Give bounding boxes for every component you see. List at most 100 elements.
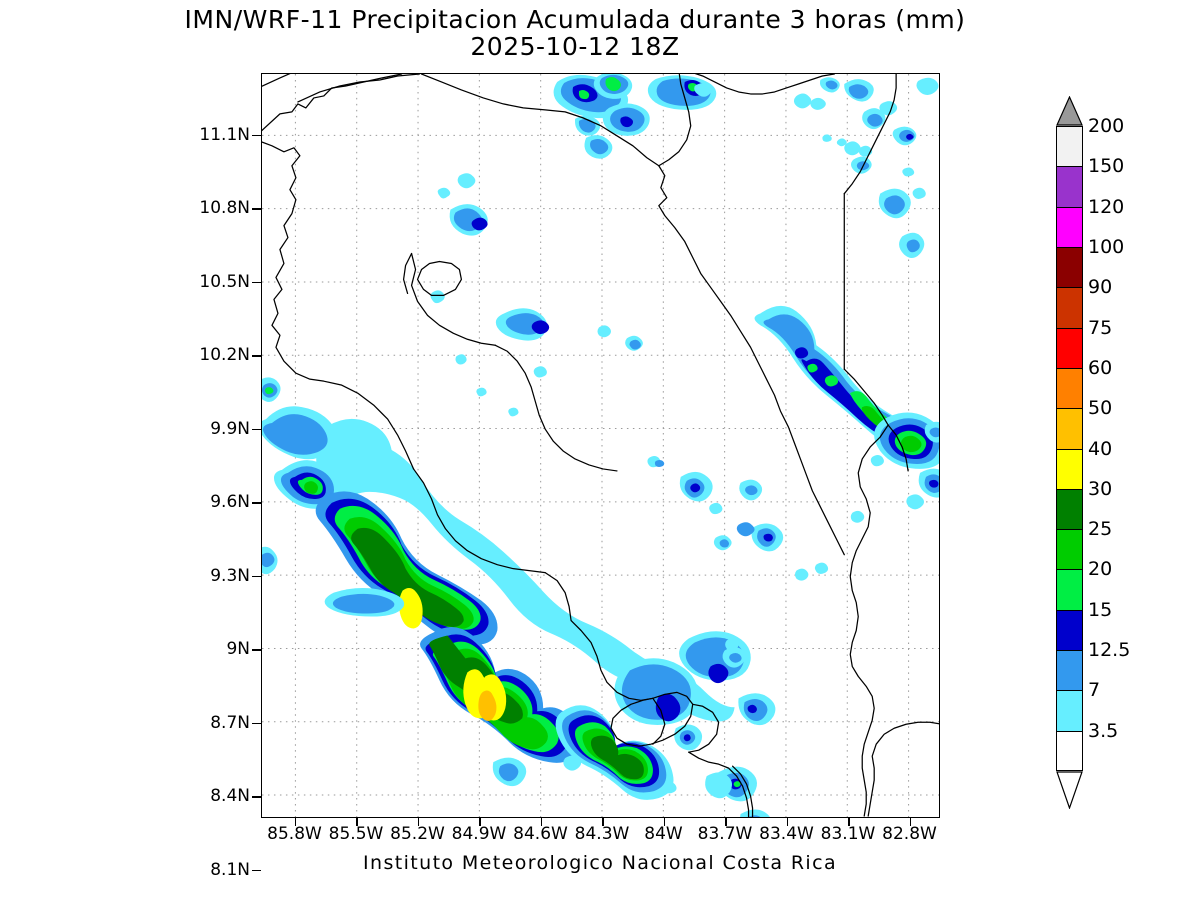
- colorbar-swatch: [1056, 690, 1083, 731]
- x-axis-tick-mark: [294, 818, 297, 826]
- y-axis-tick-label: 11.1N: [199, 124, 250, 145]
- chart-title-block: IMN/WRF-11 Precipitacion Acumulada duran…: [0, 6, 1150, 60]
- map-canvas: [262, 74, 939, 817]
- colorbar-swatch: [1056, 448, 1083, 489]
- y-axis-labels: 11.1N 10.8N 10.5N 10.2N 9.9N 9.6N 9.3N 9N 8.7N 8.…: [110, 73, 250, 880]
- x-axis-tick-label: 85.2W: [390, 824, 445, 844]
- x-axis-tick-label: 84.6W: [513, 824, 568, 844]
- precip-cell-north-c: [602, 103, 650, 136]
- map-coastlines: [262, 74, 939, 817]
- precip-cells-southeast-misc: [647, 455, 784, 799]
- x-axis-tick-mark: [540, 818, 543, 826]
- colorbar-swatch: [1056, 287, 1083, 328]
- colorbar-tick-label: 200: [1088, 115, 1125, 137]
- precip-cells-pacific-offshore: [262, 377, 776, 817]
- x-axis-tick-label: 85.5W: [328, 824, 384, 844]
- colorbar-tick-label: 40: [1088, 437, 1113, 460]
- precip-cell-north-b: [593, 74, 633, 99]
- colorbar-swatch: [1056, 246, 1083, 288]
- x-axis-tick-label: 84W: [644, 824, 683, 844]
- colorbar-swatch: [1056, 650, 1083, 691]
- y-axis-tick-mark: [252, 502, 261, 504]
- colorbar-swatch: [1056, 569, 1083, 610]
- y-axis-tick-label: 9N: [226, 639, 250, 659]
- y-axis-tick-label: 10.8N: [199, 198, 250, 218]
- colorbar-tick-label: 60: [1088, 356, 1113, 379]
- x-axis-tick-mark: [663, 818, 666, 826]
- x-axis-tick-mark: [786, 818, 789, 826]
- precipitation-map-svg: [262, 74, 939, 817]
- x-axis-tick-label: 83.4W: [759, 824, 814, 844]
- x-axis-tick-mark: [479, 818, 481, 826]
- y-axis-tick-mark: [252, 208, 261, 210]
- colorbar-tick-label: 7: [1088, 679, 1101, 702]
- colorbar-tick-label: 15: [1088, 598, 1113, 621]
- colorbar-tick-label: 30: [1088, 477, 1113, 500]
- x-axis-labels: 85.8W 85.5W 85.2W 84.9W 84.6W 84.3W 84W 83.7W 83…: [261, 824, 940, 850]
- colorbar-tick-label: 3.5: [1088, 719, 1119, 742]
- precip-band-main-pacific: [262, 406, 735, 800]
- colorbar-swatch: [1056, 166, 1083, 207]
- colorbar-swatch: [1056, 408, 1083, 449]
- precip-cells-interior: [430, 173, 643, 417]
- x-axis-tick-mark: [356, 818, 358, 826]
- colorbar: [1056, 126, 1083, 771]
- colorbar-tick-label: 150: [1088, 155, 1125, 178]
- x-axis-tick-mark: [909, 818, 912, 826]
- x-axis-tick-label: 83.7W: [697, 824, 753, 844]
- colorbar-swatch: [1056, 206, 1083, 247]
- y-axis-tick-mark: [252, 649, 261, 651]
- precip-cell-north-f: [584, 135, 613, 159]
- colorbar-swatch: [1056, 609, 1083, 651]
- y-axis-tick-mark: [252, 281, 261, 284]
- x-axis-tick-label: 82.8W: [882, 824, 937, 844]
- y-axis-tick-mark: [252, 869, 261, 872]
- map-plot-area: [261, 73, 940, 818]
- x-axis-tick-label: 85.8W: [267, 824, 322, 844]
- precip-cell-golfo-dulce: [614, 658, 698, 725]
- colorbar-swatch: [1056, 367, 1083, 409]
- y-axis-tick-mark: [252, 722, 261, 725]
- colorbar-tick-label: 20: [1088, 558, 1113, 581]
- precip-cell-north-e: [574, 115, 601, 136]
- colorbar-swatch: [1056, 327, 1083, 368]
- colorbar-tick-label: 25: [1088, 518, 1113, 541]
- y-axis-tick-mark: [252, 796, 261, 798]
- colorbar-tick-label: 100: [1088, 235, 1125, 258]
- y-axis-tick-label: 10.5N: [199, 271, 250, 292]
- colorbar-swatch: [1056, 529, 1083, 570]
- x-axis-tick-label: 83.1W: [820, 824, 876, 844]
- colorbar-tick-label: 120: [1088, 195, 1125, 218]
- colorbar-tick-label: 90: [1088, 276, 1113, 299]
- footer-attribution: Instituto Meteorologico Nacional Costa R…: [363, 852, 837, 874]
- y-axis-tick-mark: [252, 575, 261, 578]
- x-axis-tick-mark: [725, 818, 727, 826]
- colorbar-swatch: [1056, 730, 1083, 771]
- y-axis-tick-label: 8.1N: [210, 859, 250, 880]
- colorbar-over-arrow: [1056, 96, 1083, 126]
- y-axis-tick-mark: [252, 428, 261, 431]
- colorbar-under-arrow: [1056, 771, 1083, 809]
- x-axis-tick-label: 84.3W: [574, 824, 630, 844]
- y-axis-tick-mark: [252, 134, 261, 137]
- x-axis-tick-mark: [848, 818, 850, 826]
- y-axis-tick-label: 8.7N: [210, 712, 250, 733]
- x-axis-tick-label: 84.9W: [451, 824, 507, 844]
- colorbar-swatch: [1056, 126, 1083, 167]
- precip-cells-caribbean-ne: [694, 77, 939, 259]
- y-axis-tick-label: 9.3N: [210, 565, 250, 586]
- page-title: IMN/WRF-11 Precipitacion Acumulada duran…: [184, 5, 966, 34]
- x-axis-tick-mark: [602, 818, 604, 826]
- x-axis-tick-mark: [417, 818, 420, 826]
- y-axis-tick-label: 8.4N: [210, 786, 250, 806]
- precipitation-contours: [262, 74, 939, 817]
- y-axis-tick-label: 10.2N: [199, 345, 250, 365]
- colorbar-tick-label: 12.5: [1088, 639, 1131, 662]
- page-subtitle: 2025-10-12 18Z: [470, 32, 680, 61]
- colorbar-tick-label: 50: [1088, 397, 1113, 420]
- colorbar-swatch: [1056, 488, 1083, 530]
- y-axis-tick-mark: [252, 355, 261, 357]
- colorbar-tick-label: 75: [1088, 316, 1113, 339]
- y-axis-tick-label: 9.6N: [210, 492, 250, 512]
- y-axis-tick-label: 9.9N: [210, 418, 250, 439]
